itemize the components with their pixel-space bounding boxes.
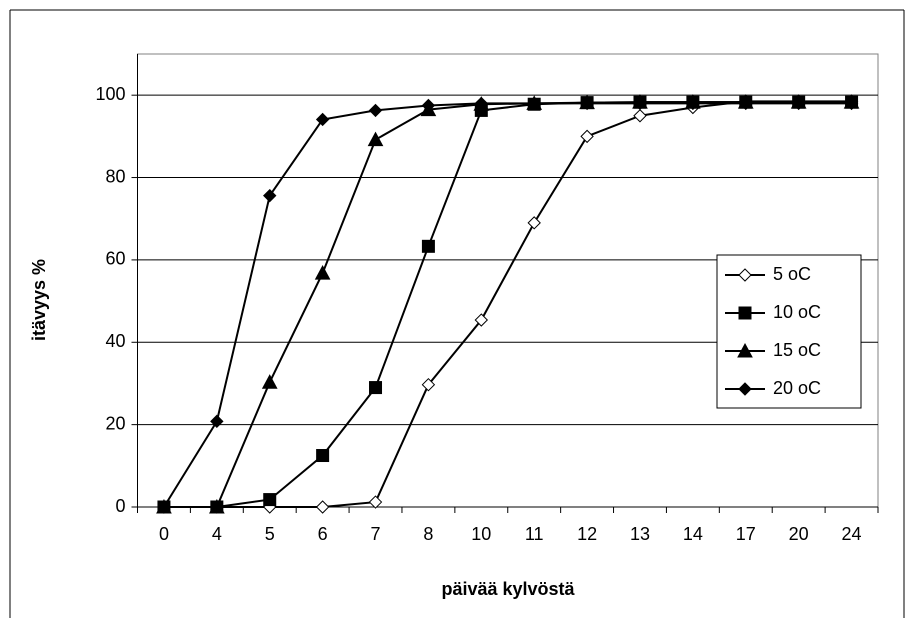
y-tick-label: 20 — [105, 413, 125, 433]
marker — [367, 131, 384, 147]
y-axis-label: itävyys % — [29, 259, 49, 341]
x-tick-label: 0 — [159, 524, 169, 544]
marker — [791, 96, 806, 111]
x-tick-label: 8 — [423, 524, 433, 544]
x-tick-label: 11 — [525, 524, 544, 544]
marker — [315, 500, 330, 514]
x-tick-label: 4 — [212, 524, 222, 544]
marker — [263, 188, 277, 203]
marker — [157, 500, 171, 514]
marker — [633, 96, 647, 111]
marker — [421, 377, 436, 392]
x-tick-label: 5 — [265, 524, 275, 544]
marker — [580, 96, 594, 111]
legend-label: 20 oC — [773, 378, 821, 398]
x-tick-label: 20 — [789, 524, 809, 544]
y-tick-label: 0 — [115, 496, 125, 516]
x-axis-label: päivää kylvöstä — [441, 579, 575, 599]
x-tick-label: 12 — [577, 524, 597, 544]
x-tick-label: 17 — [736, 524, 756, 544]
legend-marker — [738, 268, 752, 282]
marker — [580, 129, 594, 144]
marker — [368, 495, 383, 509]
x-tick-label: 13 — [630, 524, 650, 544]
legend-marker — [737, 342, 753, 358]
x-tick-label: 7 — [371, 524, 381, 544]
x-tick-label: 10 — [471, 524, 491, 544]
marker — [739, 96, 753, 111]
marker — [369, 381, 383, 395]
marker — [474, 96, 489, 111]
legend-label: 5 oC — [773, 264, 811, 284]
marker — [316, 449, 330, 463]
marker — [421, 239, 435, 253]
legend-marker — [738, 306, 752, 320]
marker — [633, 109, 647, 123]
legend-label: 15 oC — [773, 340, 821, 360]
series-line — [163, 102, 852, 508]
marker — [368, 103, 383, 118]
y-tick-label: 80 — [105, 166, 125, 186]
x-tick-label: 14 — [683, 524, 703, 544]
legend-label: 10 oC — [773, 302, 821, 322]
x-tick-label: 6 — [318, 524, 328, 544]
marker — [261, 374, 278, 389]
marker — [527, 96, 541, 111]
marker — [844, 96, 859, 111]
marker — [209, 498, 225, 514]
legend-box — [716, 254, 862, 409]
marker — [527, 216, 541, 230]
marker — [314, 265, 331, 280]
marker — [686, 96, 700, 111]
y-tick-label: 60 — [105, 249, 125, 269]
marker — [263, 493, 277, 507]
y-tick-label: 40 — [105, 331, 125, 351]
legend-marker — [738, 382, 752, 396]
marker — [474, 313, 489, 327]
marker — [421, 98, 436, 113]
y-tick-label: 100 — [95, 84, 125, 104]
marker — [315, 112, 330, 127]
marker — [210, 414, 224, 429]
x-tick-label: 24 — [842, 524, 862, 544]
